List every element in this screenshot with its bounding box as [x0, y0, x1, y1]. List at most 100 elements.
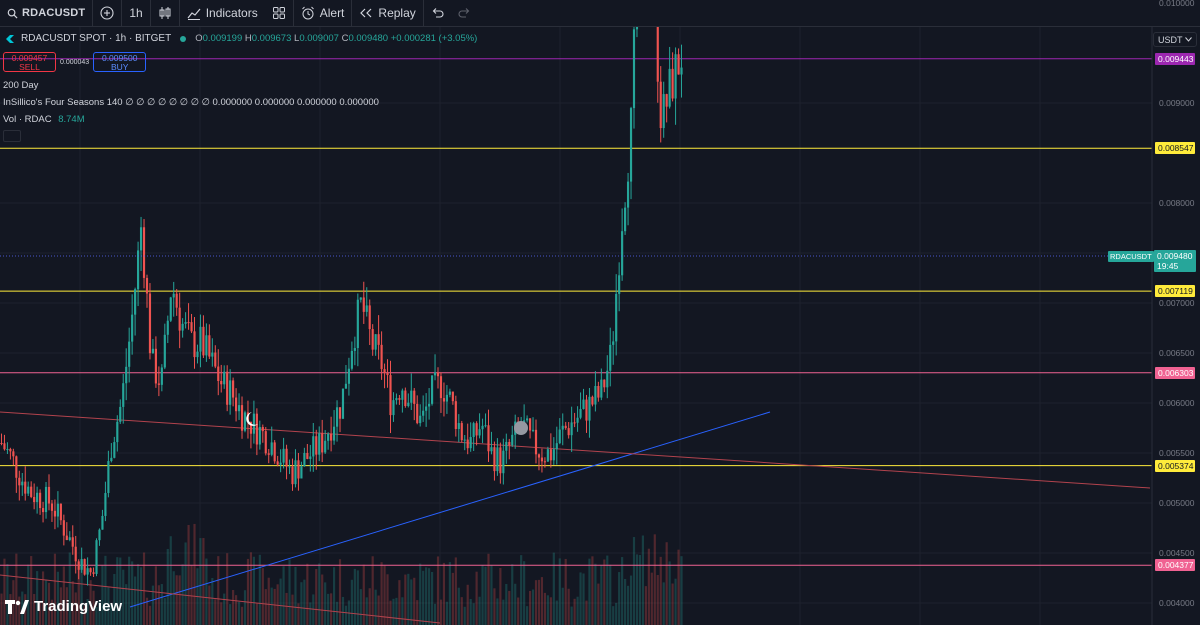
candle-body: [380, 344, 383, 370]
candle-body: [291, 466, 294, 485]
candle-body: [139, 227, 143, 251]
volume-bar: [309, 602, 312, 625]
volume-bar: [650, 572, 653, 625]
volume-bar: [606, 555, 609, 625]
volume-bar: [454, 557, 457, 625]
volume-bar: [546, 595, 549, 625]
candle-body: [205, 335, 208, 356]
volume-bar: [300, 582, 303, 625]
alert-button[interactable]: Alert: [294, 0, 353, 26]
indicators-icon: [187, 8, 201, 20]
tradingview-logo-text: TradingView: [34, 598, 123, 615]
candle-body: [511, 434, 514, 446]
candle-body: [276, 461, 279, 465]
volume-bar: [359, 589, 362, 625]
volume-bar: [44, 579, 48, 625]
interval-label: 1h: [129, 6, 143, 20]
volume-bar: [50, 599, 54, 625]
candle-body: [86, 568, 89, 575]
candle-body: [95, 540, 98, 574]
candle-body: [425, 406, 428, 411]
volume-bar: [395, 597, 398, 625]
volume-bar: [484, 566, 487, 625]
candle-body: [288, 466, 291, 468]
symbol-search[interactable]: RDACUSDT: [0, 0, 94, 26]
sell-label: SELL: [19, 62, 40, 72]
candle-body: [181, 323, 184, 331]
candle-body: [68, 537, 71, 541]
volume-bar: [505, 583, 508, 625]
indicator-volume[interactable]: Vol · RDAC 8.74M: [3, 114, 85, 125]
price-tick-label: 0.004500: [1159, 548, 1195, 558]
volume-bar: [430, 571, 434, 625]
candle-body: [624, 207, 627, 232]
candle-body: [119, 406, 122, 422]
currency-selector[interactable]: USDT: [1153, 32, 1197, 47]
volume-bar: [279, 578, 282, 625]
open-label: O: [195, 33, 203, 44]
indicators-button[interactable]: Indicators: [180, 0, 265, 26]
blue-trendline[interactable]: [129, 411, 771, 608]
volume-bar: [30, 556, 33, 625]
candle-body: [50, 503, 54, 511]
volume-bar: [517, 597, 520, 625]
candle-body: [24, 481, 27, 494]
candle-body: [18, 477, 21, 486]
candle-body: [92, 572, 95, 574]
red-trendline-upper[interactable]: [0, 411, 1151, 489]
collapse-legend-button[interactable]: [3, 130, 21, 142]
candle-body: [561, 425, 564, 430]
volume-bar: [537, 579, 541, 625]
sell-button[interactable]: 0.009457 SELL: [3, 52, 56, 72]
red-trendline-lower[interactable]: [0, 574, 441, 624]
compare-button[interactable]: [93, 0, 123, 26]
volume-bar: [496, 598, 499, 625]
volume-bar: [626, 585, 630, 625]
chevron-down-icon: [1185, 37, 1192, 42]
volume-bar: [332, 567, 336, 625]
candle-body: [543, 461, 546, 463]
volume-bar: [56, 571, 59, 625]
candle-body: [30, 486, 33, 497]
replay-button[interactable]: Replay: [352, 0, 424, 26]
candle-body: [306, 452, 309, 459]
candle-body: [615, 293, 618, 342]
indicator-ma[interactable]: 200 Day: [3, 80, 39, 91]
volume-bar: [246, 558, 250, 625]
templates-button[interactable]: [265, 0, 294, 26]
candle-body: [359, 297, 362, 300]
price-level-tag: 0.009443: [1155, 52, 1195, 65]
candle-body: [600, 379, 603, 398]
candle-body: [463, 439, 466, 441]
price-tick-label: 0.010000: [1159, 0, 1195, 8]
candle-body: [570, 422, 573, 436]
rewind-icon: [360, 8, 372, 18]
buy-button[interactable]: 0.009500 BUY: [93, 52, 147, 72]
layout-grid-icon: [272, 7, 285, 19]
tradingview-logo[interactable]: TradingView: [5, 598, 122, 615]
search-icon: [7, 8, 18, 19]
candle-body: [187, 322, 190, 324]
volume-bar: [41, 571, 45, 625]
volume-bar: [490, 565, 493, 625]
volume-bar: [160, 584, 163, 625]
chart-type-button[interactable]: [151, 0, 180, 26]
volume-bar: [567, 588, 570, 625]
trend-lines: [0, 411, 1151, 624]
candle-body: [104, 493, 107, 516]
undo-button[interactable]: [424, 0, 451, 26]
candle-body: [436, 372, 440, 377]
current-price-value: 0.009480: [1157, 251, 1193, 261]
candle-body: [190, 322, 193, 332]
candle-body: [202, 326, 205, 356]
volume-bar: [436, 556, 440, 625]
indicator-four-seasons[interactable]: InSillico's Four Seasons 140 ∅ ∅ ∅ ∅ ∅ ∅…: [3, 97, 379, 108]
price-chart[interactable]: [0, 27, 1200, 625]
candle-body: [297, 460, 300, 479]
candle-body: [490, 447, 493, 452]
price-tick-label: 0.008000: [1159, 198, 1195, 208]
redo-button[interactable]: [451, 0, 478, 26]
volume-bar: [330, 593, 333, 625]
high-value: 0.009673: [251, 33, 292, 44]
interval-button[interactable]: 1h: [122, 0, 151, 26]
